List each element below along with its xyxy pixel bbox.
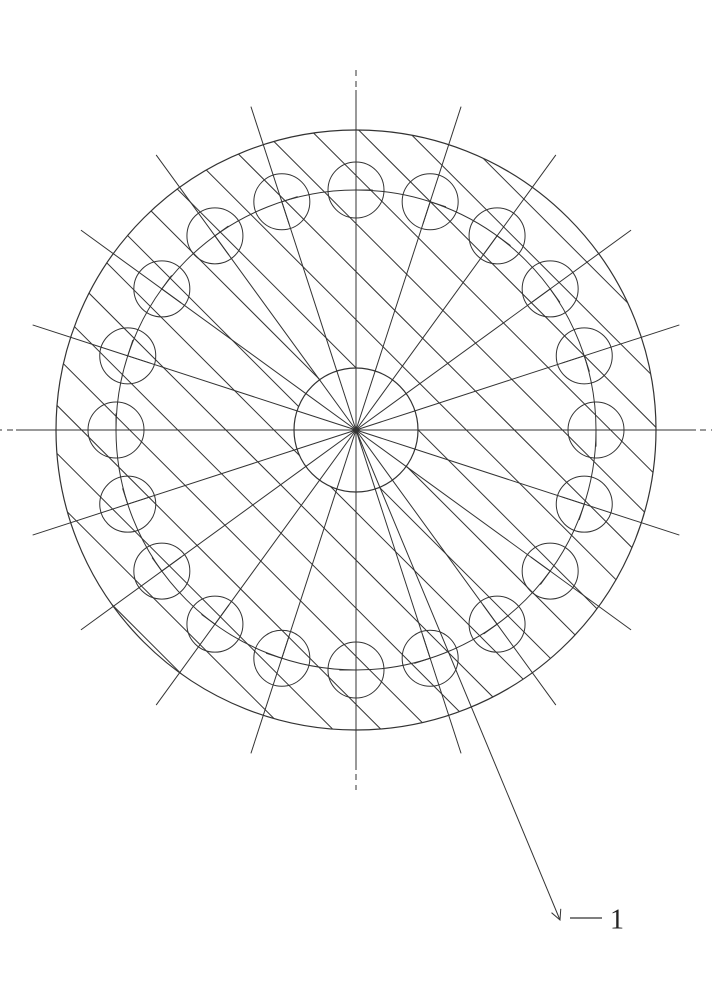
callout-label: 1 — [570, 904, 624, 935]
diagram-stage: 1 — [0, 0, 712, 1000]
label-text: 1 — [610, 904, 624, 935]
diagram-svg: 1 — [0, 0, 712, 1000]
